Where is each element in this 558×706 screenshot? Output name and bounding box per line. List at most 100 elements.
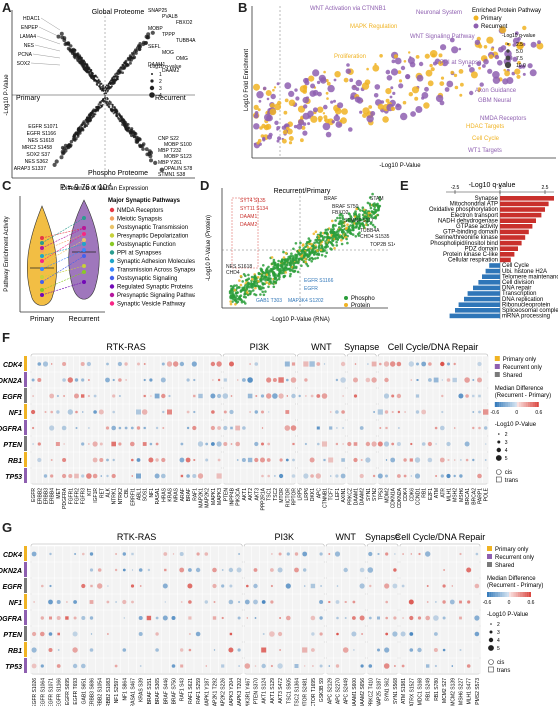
panel-c-legend-title: Major Synaptic Pathways: [108, 198, 181, 204]
protein-point: [298, 249, 301, 252]
heat-cell: [95, 578, 104, 594]
phospho-point: [353, 219, 356, 223]
heat-cell: [327, 420, 334, 436]
phospho-point: [373, 208, 376, 211]
primary-pathway-dot: [408, 51, 411, 54]
heat-cell: [86, 372, 92, 388]
heat-cell: [177, 546, 186, 562]
heat-cell: [202, 546, 211, 562]
cis-mark: [89, 616, 94, 620]
cis-mark: [446, 378, 451, 382]
cis-mark: [92, 457, 98, 463]
cis-mark: [440, 361, 445, 367]
heat-cell: [202, 578, 211, 594]
cis-mark: [87, 394, 90, 398]
cis-mark: [81, 442, 85, 446]
heat-cell: [251, 562, 260, 578]
cis-mark: [261, 442, 264, 446]
heat-cell: [61, 388, 67, 404]
pathway-term-label: Cell Cycle: [472, 136, 500, 142]
median-gradient-step: [520, 592, 523, 597]
column-label: GSK3B S9: [319, 678, 325, 702]
phospho-point: [329, 236, 332, 240]
cis-mark: [425, 551, 431, 557]
cis-mark: [100, 475, 103, 477]
gene-label: DAAM1: [148, 62, 165, 68]
cis-mark: [33, 601, 35, 603]
volcano-point: [144, 147, 149, 152]
phospho-point: [334, 219, 337, 222]
cis-mark: [447, 362, 450, 366]
primary-pathway-dot: [486, 36, 494, 44]
cis-mark: [319, 552, 323, 556]
cis-mark: [403, 458, 407, 462]
heat-cell: [112, 658, 120, 674]
cis-mark: [131, 569, 134, 571]
volcano-point: [78, 60, 81, 64]
phospho-point: [242, 295, 246, 299]
heat-cell: [448, 546, 457, 562]
phospho-point: [373, 225, 377, 229]
cis-mark: [453, 474, 456, 478]
cis-mark: [368, 616, 372, 620]
pathway-link: [41, 243, 85, 257]
cis-mark: [92, 473, 98, 479]
cis-symbol: [488, 659, 494, 665]
heat-cell: [382, 562, 391, 578]
heat-cell: [160, 372, 167, 388]
heat-cell: [321, 404, 328, 420]
heat-cell: [104, 578, 112, 594]
recurrent-pathway-dot: [302, 96, 309, 104]
heat-cell: [86, 388, 92, 404]
cis-mark: [270, 600, 274, 604]
recurrent-pathway-dot: [469, 90, 474, 96]
size-legend-label: 3: [505, 440, 508, 446]
protein-point: [270, 256, 274, 259]
column-label: MLH1 S477: [467, 678, 473, 705]
volcano-point: [102, 89, 104, 92]
phospho-point: [261, 290, 264, 294]
phospho-point: [264, 290, 267, 293]
heat-cell: [346, 452, 353, 468]
heat-cell: [179, 372, 185, 388]
pathway-link: [41, 227, 85, 239]
recurrent-pathway-dot: [518, 64, 523, 69]
cis-mark: [155, 648, 159, 652]
recurrent-pathway-dot: [392, 91, 396, 95]
phospho-point: [244, 292, 247, 296]
heat-cell: [95, 658, 104, 674]
trans-mark: [57, 632, 60, 636]
cis-mark: [229, 409, 234, 415]
cis-mark: [284, 425, 291, 431]
column-label: SYN2: [372, 488, 378, 501]
cis-mark: [344, 617, 347, 619]
heat-cell: [346, 372, 353, 388]
phospho-point: [259, 267, 263, 271]
recurrent-pathway-dot: [386, 75, 393, 81]
primary-pathway-dot: [326, 81, 331, 86]
cis-mark: [385, 552, 389, 556]
heat-cell: [129, 436, 136, 452]
column-label: ABL1: [137, 488, 143, 500]
cis-mark: [342, 443, 344, 445]
cis-mark: [223, 425, 228, 431]
trans-mark: [328, 457, 334, 463]
cis-mark: [270, 584, 273, 588]
size-legend-dot: [497, 440, 501, 444]
column-label: EGFR S1071: [49, 678, 55, 706]
heat-cell: [371, 468, 377, 484]
volcano-point: [60, 35, 65, 40]
heat-cell: [172, 388, 179, 404]
heat-cell: [391, 610, 399, 626]
heat-cell: [451, 404, 458, 420]
phospho-point: [351, 233, 355, 236]
heat-cell: [235, 626, 243, 642]
row-gene-label: CDK4: [3, 362, 22, 369]
cis-mark: [335, 600, 340, 604]
heat-cell: [54, 658, 63, 674]
cis-mark: [188, 568, 192, 572]
column-label: CDK4: [403, 488, 409, 502]
heat-cell: [278, 388, 284, 404]
heat-cell: [445, 420, 452, 436]
heat-cell: [439, 372, 446, 388]
